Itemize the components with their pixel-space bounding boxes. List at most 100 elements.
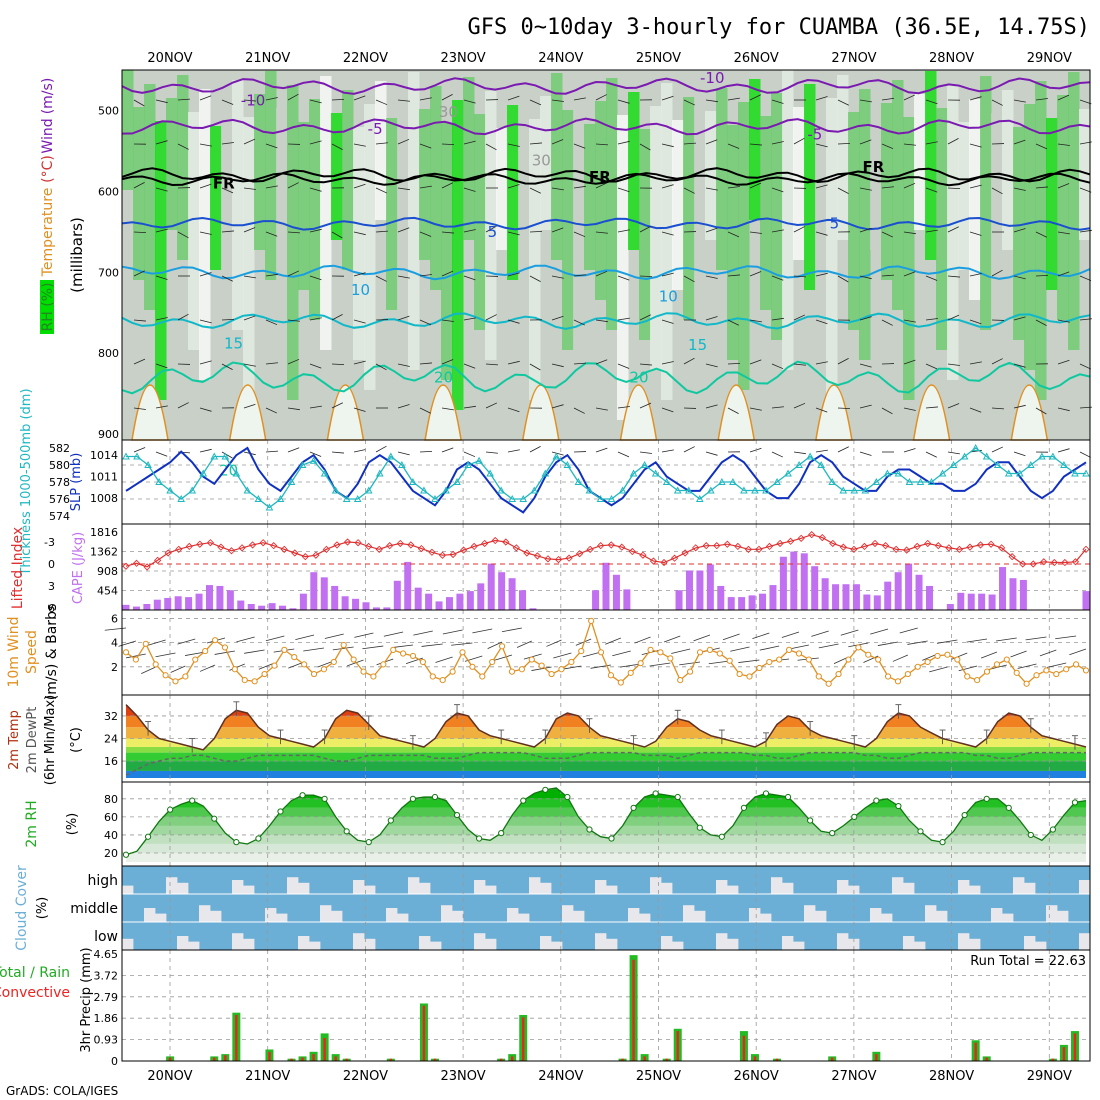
precip-convective-bar bbox=[1073, 1033, 1077, 1061]
wind-barb bbox=[1035, 407, 1047, 415]
wind-barb bbox=[771, 187, 784, 193]
cloud-gap bbox=[573, 910, 585, 922]
lifted-index-marker bbox=[903, 546, 911, 554]
wind-barb bbox=[1055, 635, 1077, 640]
wind-barb bbox=[441, 319, 454, 322]
lifted-index-marker bbox=[976, 541, 985, 549]
wind-barb bbox=[661, 361, 674, 365]
wind-barb bbox=[419, 319, 432, 326]
cape-bar bbox=[414, 587, 422, 610]
wind-barb bbox=[551, 451, 564, 456]
thickness-marker bbox=[905, 477, 914, 485]
rh-band bbox=[672, 120, 684, 290]
wind-barb bbox=[529, 142, 542, 145]
wind-speed-marker bbox=[419, 658, 427, 666]
lifted-index-marker bbox=[987, 540, 995, 548]
cloud-gap bbox=[628, 908, 640, 922]
tick-label: 20 bbox=[104, 847, 118, 860]
wind-barb bbox=[487, 641, 503, 650]
temp-band bbox=[126, 715, 1086, 728]
lifted-index-marker bbox=[333, 541, 341, 549]
lifted-index-marker bbox=[1050, 558, 1058, 567]
wind-barb bbox=[1079, 187, 1092, 193]
thickness-marker bbox=[221, 452, 230, 460]
wind-barb bbox=[397, 227, 410, 233]
cape-bar bbox=[185, 597, 193, 610]
wind-barb bbox=[463, 363, 476, 369]
wind-barb bbox=[507, 231, 520, 236]
wind-barb bbox=[529, 446, 541, 453]
cloud-gap bbox=[452, 910, 464, 922]
rh-band bbox=[1002, 90, 1014, 250]
cloud-gap bbox=[298, 936, 310, 950]
wind-barb bbox=[501, 627, 522, 633]
precip-convective-bar bbox=[831, 1057, 834, 1061]
wind-barb bbox=[727, 319, 739, 326]
wind-barb bbox=[441, 407, 454, 411]
wind-barb bbox=[507, 95, 520, 101]
thickness-marker bbox=[695, 494, 704, 502]
date-label: 20NOV bbox=[147, 1069, 192, 1084]
rh-band bbox=[694, 74, 706, 350]
cloud-gap bbox=[848, 885, 860, 894]
cape-bar bbox=[957, 592, 965, 610]
cloud-gap bbox=[562, 905, 574, 922]
wind-barb bbox=[413, 630, 433, 636]
lifted-index-marker bbox=[765, 542, 774, 551]
precip-convective-bar bbox=[422, 1005, 426, 1061]
thickness-marker bbox=[1038, 452, 1046, 460]
wind-barb bbox=[771, 99, 784, 104]
wind-barb bbox=[419, 274, 432, 277]
thickness-marker bbox=[386, 452, 395, 460]
cape-bar bbox=[790, 551, 798, 610]
wind-barb bbox=[818, 643, 839, 649]
wind-barb bbox=[903, 407, 916, 411]
wind-barb bbox=[331, 363, 345, 366]
cloud-gap bbox=[606, 885, 618, 894]
rh-marker bbox=[122, 851, 130, 858]
lifted-index-marker bbox=[322, 545, 331, 553]
wind-barb bbox=[881, 97, 894, 101]
temp-dewpoint-panel: 16 24 32 2m Temp 2m DewPt (6hr Min/Max) (°C) bbox=[7, 694, 1091, 785]
rh-marker bbox=[144, 833, 152, 840]
lifted-index-marker bbox=[491, 536, 499, 545]
wind-barb bbox=[199, 664, 216, 672]
wind-barb bbox=[419, 362, 432, 365]
wind-barb bbox=[969, 361, 982, 365]
wind-barb bbox=[155, 317, 168, 321]
tick-label: 6 bbox=[48, 602, 55, 615]
rh-band bbox=[760, 116, 772, 310]
wind-barb bbox=[752, 632, 770, 640]
rh-band bbox=[1024, 104, 1036, 370]
thickness-marker bbox=[1071, 469, 1079, 477]
thickness-marker bbox=[519, 494, 528, 502]
thickness-marker bbox=[409, 477, 417, 485]
wind-barb bbox=[185, 651, 206, 656]
wind-barb bbox=[551, 99, 564, 102]
date-label: 29NOV bbox=[1027, 1069, 1072, 1084]
wind-speed-marker bbox=[508, 668, 516, 675]
wind-barb bbox=[793, 314, 806, 321]
wind-speed-marker bbox=[1063, 666, 1070, 673]
wind-barb bbox=[925, 187, 938, 193]
thickness-marker bbox=[640, 460, 649, 468]
wind-barb bbox=[507, 449, 520, 453]
wind-barb bbox=[663, 635, 681, 643]
lifted-index-marker bbox=[670, 554, 679, 562]
lifted-index-marker bbox=[270, 542, 278, 550]
wind-barb bbox=[419, 97, 432, 101]
wind-barb bbox=[199, 231, 212, 235]
thickness-marker bbox=[342, 494, 351, 502]
wind-speed-marker bbox=[627, 669, 634, 676]
lifted-index-marker bbox=[459, 546, 468, 554]
cloud-gap bbox=[936, 910, 948, 922]
date-label: 27NOV bbox=[831, 1069, 876, 1084]
axis-label: 10m Wind bbox=[6, 616, 22, 687]
wind-speed-marker bbox=[489, 658, 496, 666]
rh-band bbox=[793, 107, 805, 260]
cape-bar bbox=[132, 606, 140, 610]
cape-bar bbox=[925, 585, 933, 610]
lifted-index-marker bbox=[365, 542, 373, 551]
cape-bar bbox=[842, 584, 850, 610]
thickness-marker bbox=[199, 469, 208, 477]
